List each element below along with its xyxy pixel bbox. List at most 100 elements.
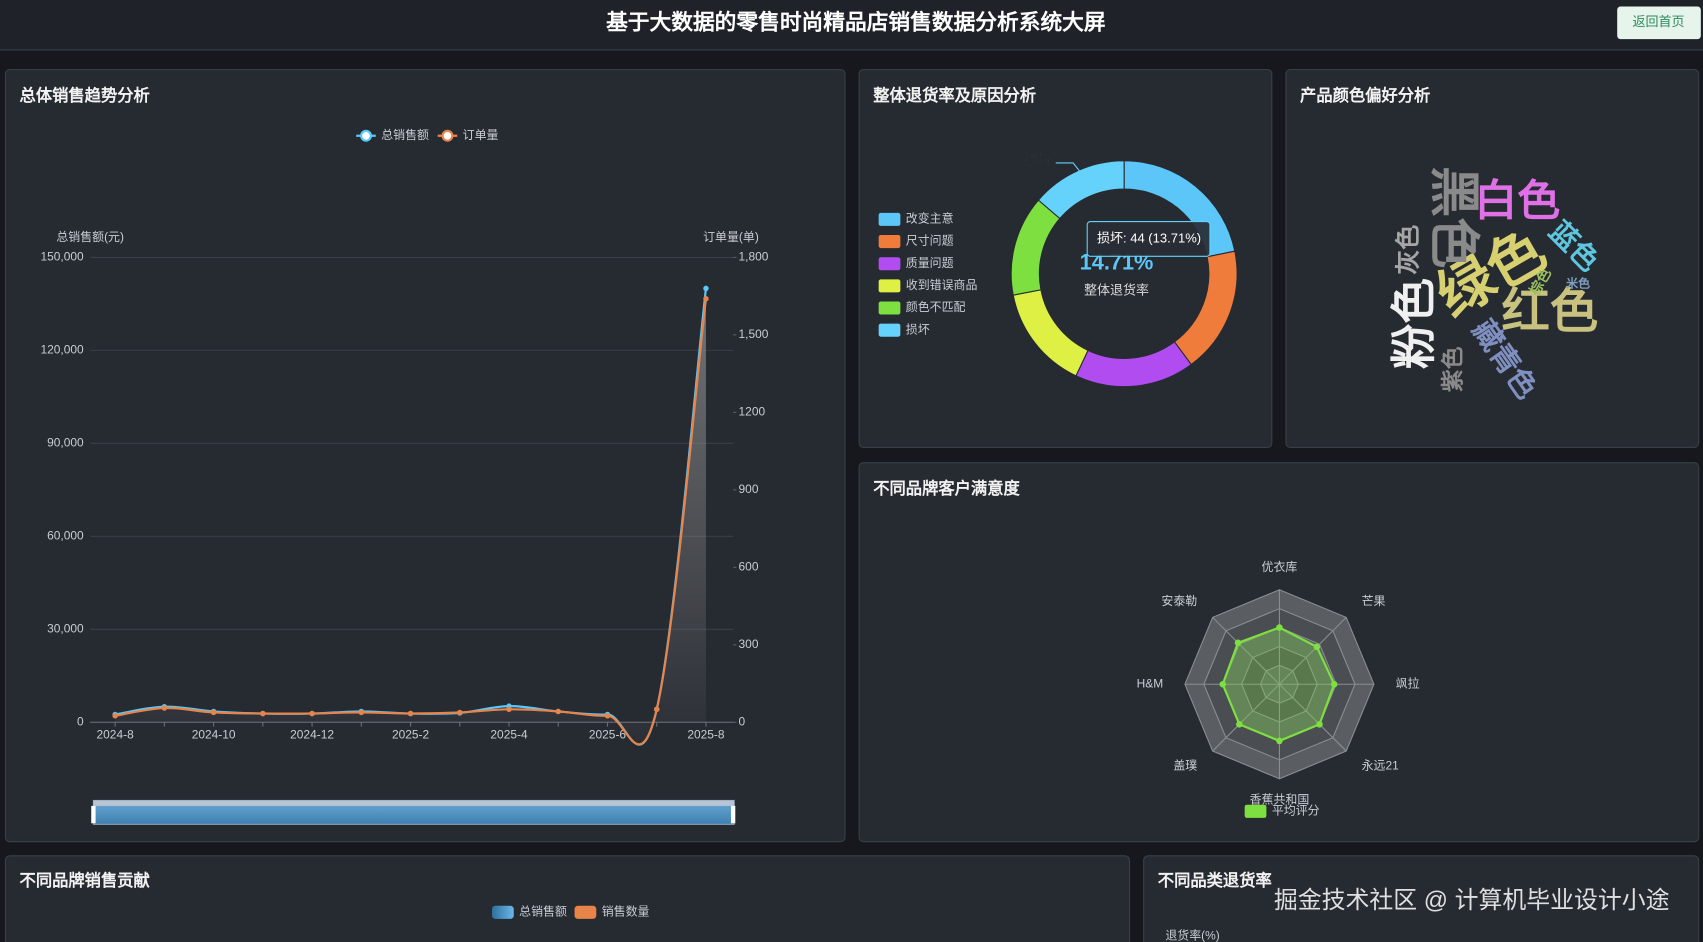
word: 灰色 (1393, 225, 1422, 275)
panel (4, 68, 846, 843)
data-point (260, 710, 266, 717)
radar-point (1276, 624, 1283, 631)
legend-marker (360, 129, 372, 142)
y-tick-label: 90,000 (47, 436, 84, 450)
data-zoom[interactable] (91, 799, 736, 825)
zoom-handle[interactable] (730, 805, 736, 824)
word: 黑色 (1425, 166, 1482, 268)
panel-title: 产品颜色偏好分析 (1300, 86, 1430, 105)
panel-title: 整体退货率及原因分析 (872, 86, 1036, 105)
radar-point (1330, 680, 1338, 688)
radar-spoke (1212, 683, 1280, 752)
zoom-bar[interactable] (93, 800, 735, 806)
x-tick-label: 2024-8 (97, 727, 135, 741)
data-point (506, 706, 512, 713)
data-point (309, 710, 315, 717)
data-point (457, 709, 463, 716)
panel-title: 总体销售趋势分析 (20, 86, 150, 105)
data-point (210, 709, 217, 716)
legend-label: 销售数量 (602, 903, 650, 918)
radar-label: 优衣库 (1262, 559, 1298, 574)
y2-tick-label: 1200 (739, 405, 766, 419)
radar-point (1219, 680, 1226, 688)
home-button[interactable]: 返回首页 (1617, 6, 1701, 40)
y2-tick-label: 1,500 (739, 327, 769, 341)
data-point (112, 713, 118, 719)
y2-axis-label: 订单量(单) (703, 230, 759, 244)
x-tick-label: 2025-4 (490, 727, 528, 741)
x-tick-label: 2025-2 (392, 727, 430, 741)
radar-spoke (1279, 617, 1347, 685)
legend-label: 损坏 (906, 322, 930, 336)
y2-tick-label: 1,800 (739, 250, 769, 264)
y2-tick-label: 900 (739, 482, 759, 496)
y2-tick-label: 600 (739, 559, 759, 573)
radar-label: 飒拉 (1396, 675, 1420, 690)
word: 紫色 (1439, 346, 1465, 392)
x-tick-label: 2024-12 (290, 727, 334, 741)
panel (1143, 855, 1700, 942)
word: 米色 (1566, 276, 1590, 291)
home-button-label[interactable]: 返回首页 (1632, 14, 1684, 29)
radar-point (1236, 721, 1243, 728)
radar-point (1313, 643, 1321, 651)
label-leader (1055, 162, 1083, 175)
y-axis-label: 退货率(%) (1165, 927, 1219, 942)
panel-title: 不同品牌销售贡献 (20, 871, 151, 890)
x-tick-label: 2025-8 (687, 727, 725, 741)
panel (1285, 68, 1700, 449)
data-point (161, 705, 168, 711)
legend-swatch (878, 257, 901, 271)
tooltip-text: 损坏: 44 (13.71%) (1097, 230, 1201, 245)
word: 白色 (1474, 178, 1560, 226)
legend-swatch (878, 235, 901, 249)
legend-swatch (878, 323, 901, 337)
legend-label: 订单量 (463, 128, 499, 142)
data-point (604, 713, 611, 719)
radar-point (1316, 721, 1323, 728)
radar-label: H&M (1137, 676, 1164, 690)
panel (4, 855, 1131, 942)
panel-title: 不同品牌客户满意度 (873, 479, 1020, 498)
data-point (407, 710, 414, 717)
legend-swatch (1244, 804, 1267, 818)
watermark: 掘金技术社区 @ 计算机毕业设计小途 (1274, 887, 1670, 914)
y-tick-label: 0 (77, 714, 84, 728)
header-bar (0, 0, 1703, 50)
radar-label: 芒果 (1362, 593, 1386, 608)
legend-swatch (878, 279, 901, 293)
radar-label: 安泰勒 (1161, 593, 1197, 608)
legend-swatch (878, 301, 901, 315)
radar-spoke (1279, 683, 1347, 752)
radar-point (1234, 639, 1242, 647)
word: 粉色 (1388, 278, 1439, 369)
slice-label: 损坏 (1024, 151, 1053, 167)
legend-label: 收到错误商品 (906, 277, 978, 292)
tooltip-box (1086, 221, 1211, 257)
legend-swatch (492, 905, 514, 919)
y-tick-label: 30,000 (47, 621, 84, 635)
x-tick-label: 2025-6 (589, 727, 627, 741)
legend-label: 总销售额 (519, 903, 567, 918)
y-tick-label: 60,000 (47, 528, 84, 542)
legend-label: 改变主意 (906, 211, 954, 226)
y-axis-label: 总销售额(元) (56, 229, 124, 244)
data-point (555, 708, 561, 715)
radar-label: 永远21 (1362, 759, 1400, 773)
legend-label: 尺寸问题 (906, 234, 954, 248)
zoom-handle[interactable] (91, 805, 96, 824)
radar-spoke (1212, 617, 1280, 685)
radar-point (1276, 737, 1283, 745)
word: 红色 (1502, 285, 1599, 339)
panel-title: 不同品类退货率 (1158, 871, 1272, 890)
home-button-bg[interactable] (1617, 6, 1701, 40)
legend-label: 颜色不匹配 (906, 299, 966, 314)
data-point (654, 706, 660, 713)
y2-tick-label: 300 (739, 637, 759, 651)
legend-marker (441, 129, 454, 142)
page-title: 基于大数据的零售时尚精品店销售数据分析系统大屏 (606, 10, 1106, 35)
data-point (703, 285, 709, 292)
